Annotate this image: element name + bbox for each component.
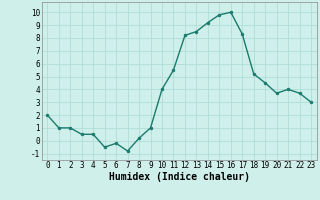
X-axis label: Humidex (Indice chaleur): Humidex (Indice chaleur) — [109, 172, 250, 182]
